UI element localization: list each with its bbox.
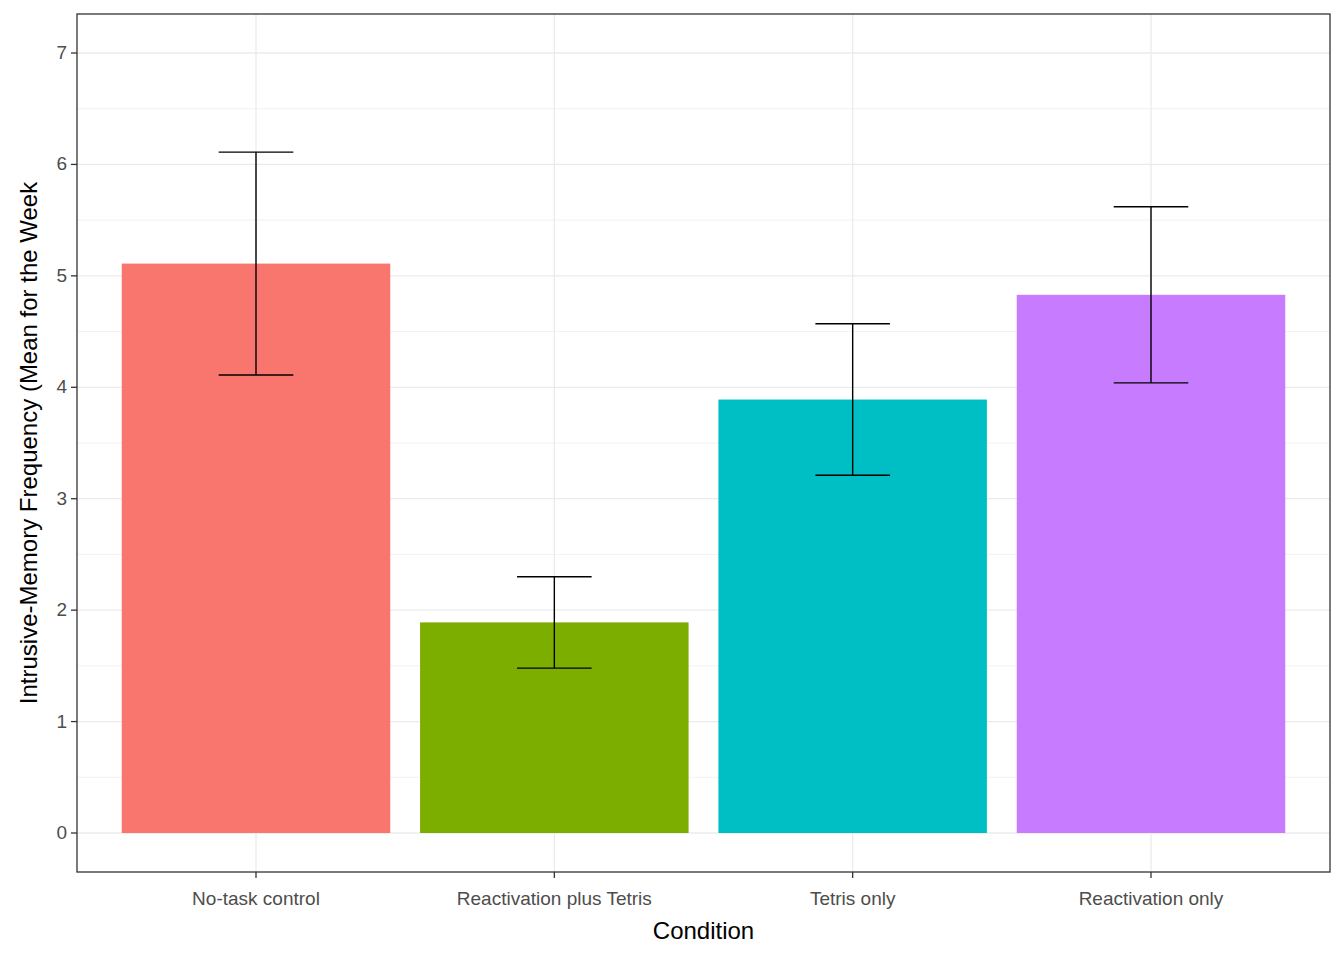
error-stem bbox=[852, 324, 853, 476]
y-tick-label: 5 bbox=[56, 265, 67, 286]
y-tick-label: 0 bbox=[56, 822, 67, 843]
minor-grid-line bbox=[77, 220, 1330, 221]
error-stem bbox=[1150, 207, 1151, 383]
y-tick-label: 2 bbox=[56, 599, 67, 620]
chart-container: 0 1 2 3 4 5 6 7 No-task control Reactivation plus… bbox=[0, 0, 1344, 960]
x-axis-title: Condition bbox=[653, 917, 754, 944]
y-tick-label: 4 bbox=[56, 376, 67, 397]
x-tick-label: Reactivation plus Tetris bbox=[457, 888, 652, 909]
plot-background bbox=[77, 14, 1330, 872]
error-stem bbox=[554, 577, 555, 668]
y-tick bbox=[71, 498, 77, 499]
y-grid-line bbox=[77, 52, 1330, 53]
error-cap bbox=[219, 151, 294, 152]
error-cap bbox=[517, 576, 592, 577]
grid bbox=[77, 14, 1330, 872]
error-cap bbox=[1114, 206, 1189, 207]
error-cap bbox=[815, 475, 890, 476]
error-cap bbox=[815, 323, 890, 324]
y-grid-line bbox=[77, 164, 1330, 165]
y-tick bbox=[71, 721, 77, 722]
error-bar bbox=[517, 577, 592, 668]
error-cap bbox=[1114, 382, 1189, 383]
chart-svg: 0 1 2 3 4 5 6 7 No-task control Reactivation plus… bbox=[0, 0, 1344, 960]
error-bar bbox=[1114, 207, 1189, 383]
y-tick-label: 3 bbox=[56, 488, 67, 509]
axes: 0 1 2 3 4 5 6 7 No-task control Reactivation plus… bbox=[56, 42, 1223, 909]
error-cap bbox=[219, 374, 294, 375]
y-tick bbox=[71, 52, 77, 53]
minor-grid-line bbox=[77, 108, 1330, 109]
error-bar bbox=[219, 152, 294, 375]
y-tick-label: 7 bbox=[56, 42, 67, 63]
y-tick-label: 6 bbox=[56, 153, 67, 174]
bars bbox=[122, 152, 1286, 833]
x-tick bbox=[255, 872, 256, 878]
x-tick-label: Reactivation only bbox=[1079, 888, 1224, 909]
error-cap bbox=[517, 667, 592, 668]
error-stem bbox=[255, 152, 256, 375]
y-tick bbox=[71, 275, 77, 276]
y-tick bbox=[71, 609, 77, 610]
x-tick bbox=[554, 872, 555, 878]
y-tick bbox=[71, 832, 77, 833]
y-tick bbox=[71, 387, 77, 388]
y-tick-label: 1 bbox=[56, 711, 67, 732]
error-bar bbox=[815, 324, 890, 476]
x-tick bbox=[852, 872, 853, 878]
y-axis-title: Intrusive-Memory Frequency (Mean for the… bbox=[15, 181, 42, 704]
plot-frame bbox=[77, 14, 1330, 872]
x-tick bbox=[1150, 872, 1151, 878]
x-tick-label: Tetris only bbox=[810, 888, 896, 909]
y-tick bbox=[71, 164, 77, 165]
x-tick-label: No-task control bbox=[192, 888, 320, 909]
